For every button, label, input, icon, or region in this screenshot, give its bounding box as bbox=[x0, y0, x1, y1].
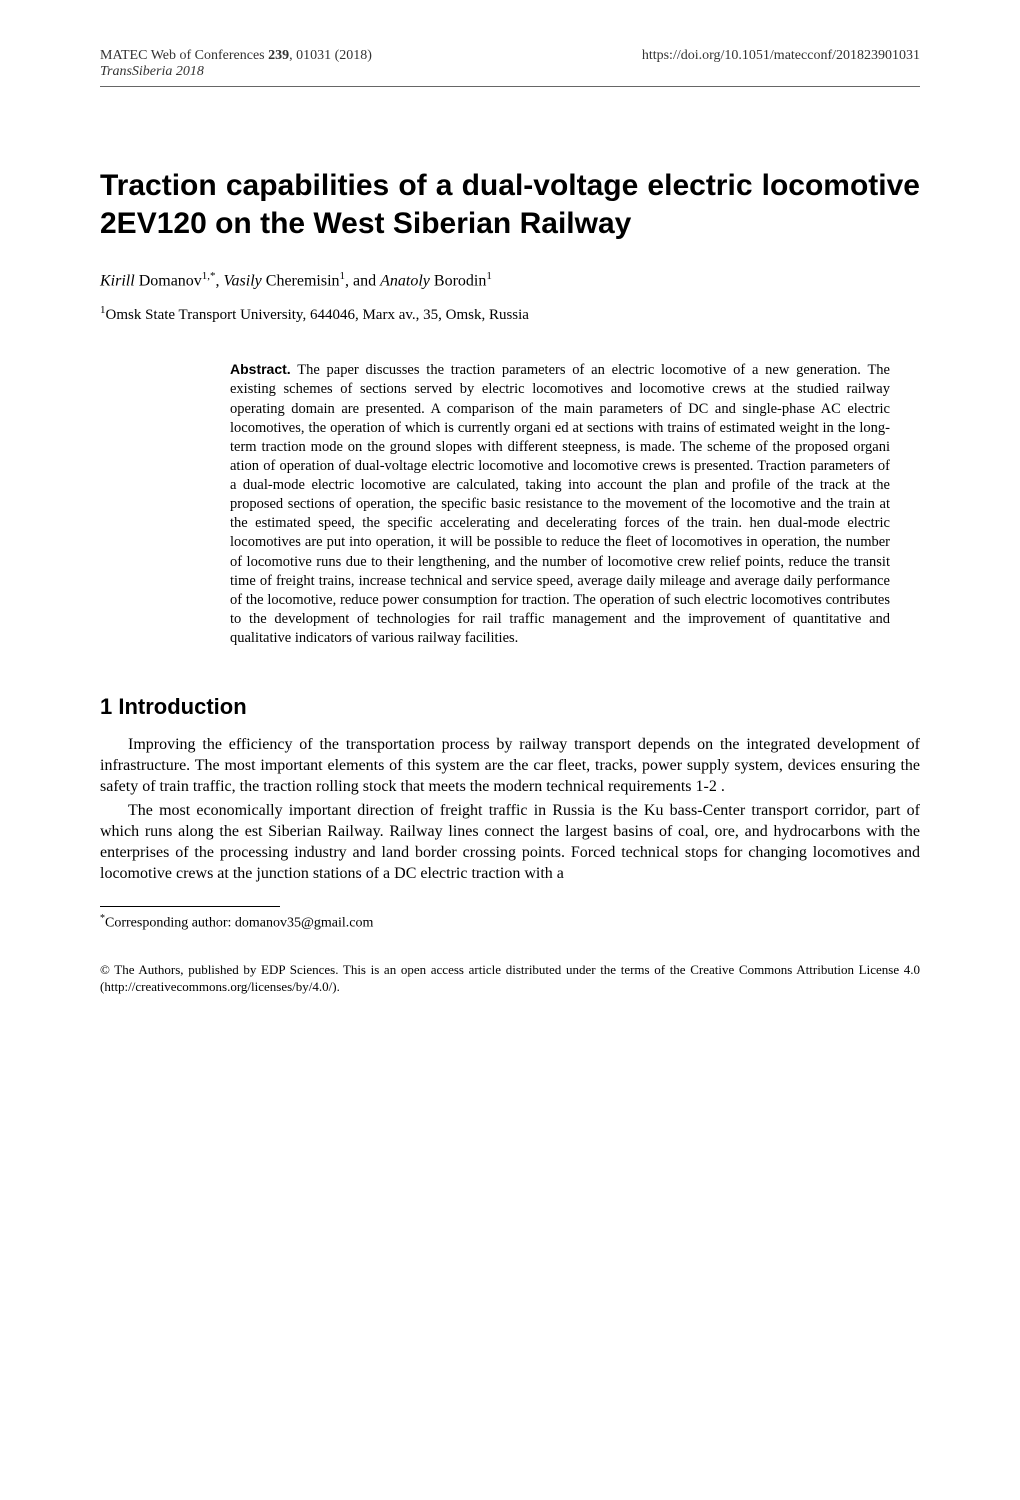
abstract-text: The paper discusses the traction paramet… bbox=[230, 362, 890, 646]
conference-name: TransSiberia 2018 bbox=[100, 64, 372, 80]
affiliation-text: Omsk State Transport University, 644046,… bbox=[106, 307, 529, 323]
volume-number: 239 bbox=[268, 48, 289, 63]
article-number: , 01031 (2018) bbox=[289, 48, 372, 63]
journal-name: MATEC Web of Conferences bbox=[100, 48, 265, 63]
header-divider bbox=[100, 86, 920, 87]
intro-para-1: Improving the efficiency of the transpor… bbox=[100, 734, 920, 797]
author-1-affil-mark: 1,* bbox=[202, 270, 216, 282]
author-3-first: Anatoly bbox=[380, 272, 430, 289]
author-sep-1: , bbox=[216, 272, 224, 289]
abstract-paragraph: Abstract. The paper discusses the tracti… bbox=[230, 360, 890, 648]
abstract-label: Abstract. bbox=[230, 361, 291, 377]
running-header: MATEC Web of Conferences 239, 01031 (201… bbox=[100, 48, 920, 80]
author-1-last: Domanov bbox=[135, 272, 202, 289]
author-3-affil-mark: 1 bbox=[486, 270, 492, 282]
doi-link: https://doi.org/10.1051/matecconf/201823… bbox=[642, 48, 920, 80]
corresponding-author-footnote: *Corresponding author: domanov35@gmail.c… bbox=[100, 913, 920, 932]
footnote-text: Corresponding author: domanov35@gmail.co… bbox=[105, 916, 373, 931]
author-1-first: Kirill bbox=[100, 272, 135, 289]
page-container: MATEC Web of Conferences 239, 01031 (201… bbox=[0, 0, 1020, 1043]
intro-para-2: The most economically important directio… bbox=[100, 800, 920, 884]
footnote-divider bbox=[100, 906, 280, 907]
section-1-heading: 1 Introduction bbox=[100, 694, 920, 720]
affiliation: 1Omsk State Transport University, 644046… bbox=[100, 304, 920, 324]
copyright-notice: © The Authors, published by EDP Sciences… bbox=[100, 962, 920, 996]
author-2-first: Vasily bbox=[224, 272, 262, 289]
paper-title: Traction capabilities of a dual-voltage … bbox=[100, 167, 920, 242]
author-list: Kirill Domanov1,*, Vasily Cheremisin 1 , a… bbox=[100, 270, 920, 290]
author-2-last: Cheremisin bbox=[262, 272, 340, 289]
author-sep-2: , and bbox=[345, 272, 380, 289]
abstract-block: Abstract. The paper discusses the tracti… bbox=[230, 360, 890, 648]
author-3-last: Borodin bbox=[430, 272, 486, 289]
header-left: MATEC Web of Conferences 239, 01031 (201… bbox=[100, 48, 372, 80]
